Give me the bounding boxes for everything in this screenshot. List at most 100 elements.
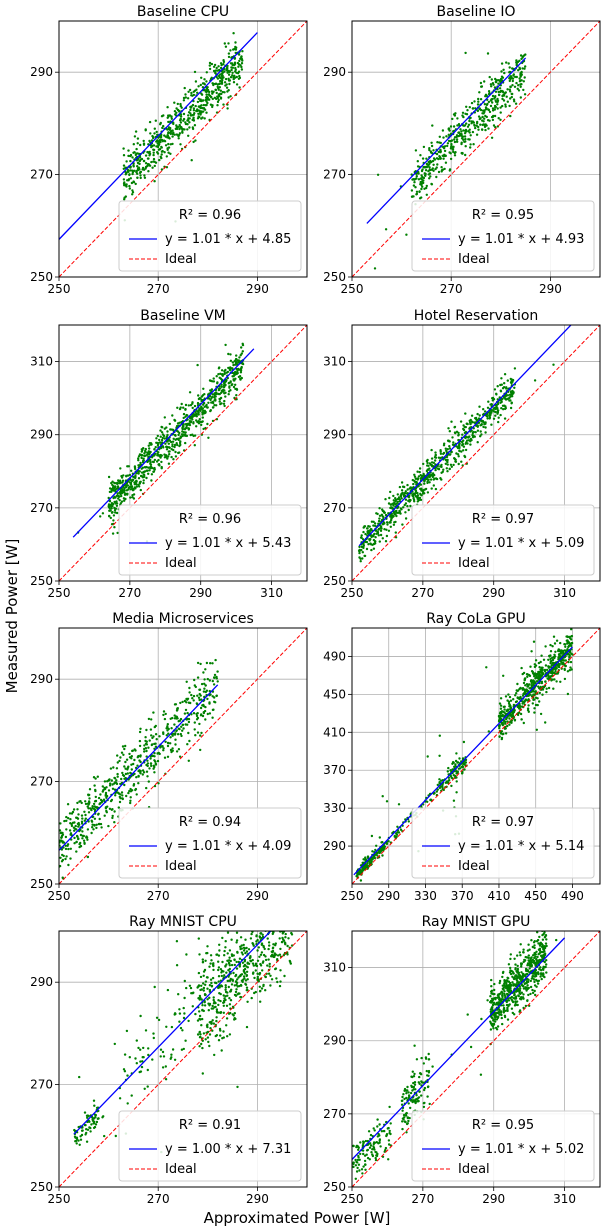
data-point [213,392,216,395]
data-point [444,154,447,158]
data-point [232,48,235,51]
data-point [491,82,495,85]
data-point [456,117,459,120]
data-point [475,124,478,127]
data-point [164,144,168,147]
data-point [76,808,79,811]
data-point [139,1048,142,1051]
data-point [90,808,93,812]
data-point [182,412,186,416]
data-point [208,1033,212,1036]
data-point [416,470,419,473]
data-point [508,723,511,726]
data-point [389,506,393,509]
data-point [78,800,81,803]
data-point [165,445,168,449]
data-point [456,124,459,127]
data-point [461,765,465,769]
data-point [207,401,210,404]
data-point [134,182,137,186]
data-point [117,792,121,795]
data-point [186,97,190,100]
data-point [365,527,369,530]
data-point [217,980,220,983]
chart-2-fit-line [366,57,527,224]
data-point [143,452,146,455]
data-point [126,1102,129,1105]
data-point [92,828,95,831]
data-point [511,712,515,715]
data-point [241,50,244,53]
data-point [98,817,101,821]
data-point [123,181,126,184]
data-point [182,96,186,100]
data-point [165,155,168,158]
data-point [148,139,151,143]
data-point [517,89,521,92]
data-point [125,171,128,175]
data-point [155,1016,159,1019]
data-point [449,463,453,466]
data-point [519,54,523,57]
data-point [161,140,164,143]
data-point [122,474,125,477]
data-point [167,455,170,458]
data-point [204,410,207,414]
data-point [469,437,473,441]
data-point [534,677,537,680]
data-point [549,643,552,647]
data-point [525,688,528,691]
data-point [181,1029,184,1032]
data-point [238,356,241,359]
data-point [210,90,214,93]
data-point [182,416,185,420]
data-point [111,511,114,514]
data-point [114,794,117,797]
data-point [517,69,520,72]
data-point [151,134,154,138]
data-point [185,424,188,428]
data-point [474,126,477,130]
data-point [193,89,197,93]
data-point [119,492,122,496]
data-point [444,447,447,450]
data-point [137,464,140,467]
data-point [182,1006,185,1010]
data-point [119,756,122,759]
data-point [363,554,367,558]
data-point [378,540,381,543]
data-point [383,845,387,848]
data-point [422,181,425,185]
data-point [152,460,155,464]
data-point [203,1004,207,1007]
data-point [210,959,213,962]
data-point [241,961,245,964]
data-point [408,498,411,502]
data-point [181,130,184,134]
data-point [419,474,422,477]
data-point [534,690,537,693]
data-point [519,83,522,86]
data-point [144,449,147,453]
data-point [414,186,417,189]
data-point [429,478,433,481]
data-point [490,423,493,426]
data-point [453,425,457,429]
data-point [116,492,119,495]
data-point [419,498,423,502]
data-point [449,774,453,778]
data-point [126,474,130,477]
data-point [489,104,493,108]
data-point [452,441,455,444]
data-point [208,67,212,71]
data-point [501,76,505,79]
data-point [212,65,216,69]
data-point [287,937,290,940]
data-point [97,822,101,826]
data-point [145,749,148,753]
data-point [202,703,205,707]
data-point [110,502,114,505]
data-point [386,523,389,526]
data-point [462,449,465,452]
